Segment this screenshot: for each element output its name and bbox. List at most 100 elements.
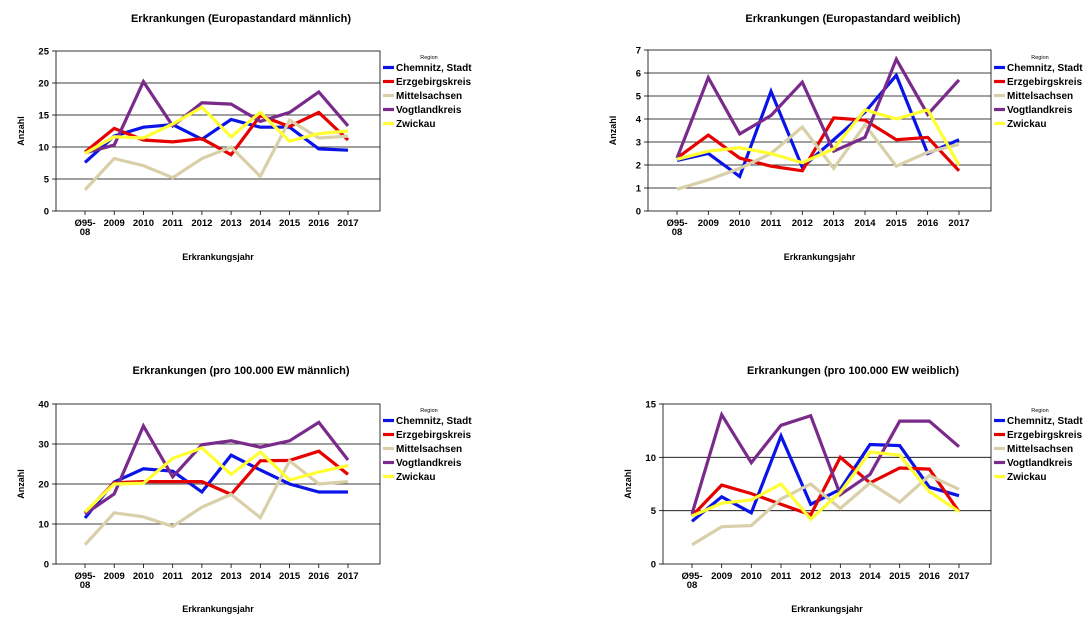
y-tick-label: 2 bbox=[636, 161, 641, 172]
x-axis-title: Erkrankungsjahr bbox=[182, 252, 254, 262]
y-tick-label: 40 bbox=[38, 400, 49, 411]
x-tick-label: 2009 bbox=[698, 218, 719, 229]
series-line-vogtlandkreis bbox=[690, 410, 961, 515]
x-tick-label: 2013 bbox=[830, 571, 851, 582]
series-line-mittelsachsen bbox=[691, 473, 960, 547]
series-line-vogtlandkreis bbox=[84, 78, 350, 155]
y-tick-label: 1 bbox=[636, 184, 642, 195]
legend-label: Mittelsachsen bbox=[1007, 91, 1073, 102]
x-tick-label: 2010 bbox=[133, 218, 154, 229]
y-tick-label: 0 bbox=[636, 207, 641, 218]
x-tick-label: 2017 bbox=[948, 571, 969, 582]
series-line-erzgebirgskreis bbox=[690, 454, 961, 518]
series-line-zwickau bbox=[676, 107, 961, 166]
x-tick-label: 2016 bbox=[308, 218, 329, 229]
plot-frame bbox=[55, 50, 381, 212]
legend-label: Zwickau bbox=[1007, 472, 1046, 483]
x-tick-label: 2009 bbox=[104, 218, 125, 229]
y-tick-label: 5 bbox=[44, 175, 50, 186]
series-line-zwickau bbox=[691, 450, 960, 522]
y-axis-title: Anzahl bbox=[16, 116, 26, 146]
y-tick-label: 20 bbox=[38, 79, 49, 90]
x-tick-label: 2016 bbox=[919, 571, 940, 582]
x-tick-label: 2009 bbox=[711, 571, 732, 582]
y-tick-label: 10 bbox=[38, 143, 49, 154]
y-tick-label: 4 bbox=[636, 115, 642, 126]
x-tick-label: 2011 bbox=[761, 218, 782, 229]
x-tick-label: 2011 bbox=[162, 218, 183, 229]
y-tick-label: 15 bbox=[38, 111, 49, 122]
legend-label: Erzgebirgskreis bbox=[1007, 430, 1082, 441]
series-line-erzgebirgskreis bbox=[83, 110, 350, 157]
plot-frame bbox=[647, 49, 992, 212]
legend-label: Chemnitz, Stadt bbox=[396, 416, 472, 427]
legend-label: Vogtlandkreis bbox=[396, 458, 462, 469]
legend-label: Mittelsachsen bbox=[1007, 444, 1073, 455]
series-line-zwickau bbox=[83, 446, 349, 514]
legend: Region Chemnitz, Stadt Erzgebirgskreis Mitt… bbox=[994, 408, 1083, 483]
y-tick-label: 7 bbox=[636, 46, 641, 57]
x-tick-label: 2012 bbox=[191, 571, 212, 582]
x-tick-label: 2009 bbox=[104, 571, 125, 582]
x-tick-label: 2010 bbox=[741, 571, 762, 582]
series-line-mittelsachsen bbox=[83, 458, 349, 546]
chart-title: Erkrankungen (Europastandard weiblich) bbox=[745, 13, 960, 25]
legend-label: Chemnitz, Stadt bbox=[1007, 416, 1083, 427]
x-tick-label: 2013 bbox=[221, 218, 242, 229]
x-tick-label: 2012 bbox=[800, 571, 821, 582]
legend: Region Chemnitz, Stadt Erzgebirgskreis Mitt… bbox=[383, 408, 472, 483]
legend-label: Zwickau bbox=[396, 119, 435, 130]
y-axis-title: Anzahl bbox=[608, 116, 618, 146]
x-tick-label: 2016 bbox=[917, 218, 938, 229]
legend-label: Erzgebirgskreis bbox=[396, 77, 471, 88]
x-tick-label: Ø95-08 bbox=[666, 218, 687, 238]
x-tick-label: 2014 bbox=[859, 571, 881, 582]
chart-panel-2: Erkrankungen (Europastandard weiblich) 0 1… bbox=[608, 13, 1083, 262]
series-line-mittelsachsen bbox=[83, 117, 349, 191]
x-tick-label: 2011 bbox=[162, 571, 183, 582]
x-tick-label: 2013 bbox=[823, 218, 844, 229]
series-line-chemnitz-stadt bbox=[676, 72, 960, 180]
x-tick-label: 2014 bbox=[250, 571, 272, 582]
legend-label: Erzgebirgskreis bbox=[1007, 77, 1082, 88]
legend: Region Chemnitz, Stadt Erzgebirgskreis Mitt… bbox=[383, 55, 472, 130]
x-tick-label: 2016 bbox=[308, 571, 329, 582]
y-tick-label: 25 bbox=[38, 47, 49, 58]
x-axis-title: Erkrankungsjahr bbox=[784, 252, 856, 262]
x-tick-label: Ø95-08 bbox=[681, 571, 702, 591]
legend-label: Zwickau bbox=[1007, 119, 1046, 130]
y-tick-label: 10 bbox=[38, 520, 49, 531]
x-tick-label: 2010 bbox=[133, 571, 154, 582]
series-line-chemnitz-stadt bbox=[83, 453, 348, 520]
x-tick-label: 2012 bbox=[792, 218, 813, 229]
chart-panel-1: Erkrankungen (Europastandard männlich) 0 5… bbox=[16, 13, 472, 262]
y-tick-label: 5 bbox=[636, 92, 642, 103]
y-tick-label: 5 bbox=[651, 506, 657, 517]
series-line-mittelsachsen bbox=[676, 122, 960, 191]
y-tick-label: 10 bbox=[645, 453, 656, 464]
x-tick-label: Ø95-08 bbox=[74, 218, 95, 238]
series-line-vogtlandkreis bbox=[84, 420, 350, 516]
series-line-zwickau bbox=[84, 105, 349, 155]
x-tick-label: 2015 bbox=[886, 218, 908, 229]
x-tick-label: 2010 bbox=[729, 218, 750, 229]
legend-label: Chemnitz, Stadt bbox=[1007, 63, 1083, 74]
y-axis-title: Anzahl bbox=[623, 469, 633, 499]
y-tick-label: 0 bbox=[44, 560, 49, 571]
legend-label: Vogtlandkreis bbox=[1007, 458, 1073, 469]
chart-title: Erkrankungen (pro 100.000 EW weiblich) bbox=[747, 365, 959, 377]
x-tick-label: 2012 bbox=[191, 218, 212, 229]
y-tick-label: 0 bbox=[651, 560, 656, 571]
legend-label: Chemnitz, Stadt bbox=[396, 63, 472, 74]
legend-label: Vogtlandkreis bbox=[1007, 105, 1073, 116]
plot-frame bbox=[662, 403, 992, 565]
y-tick-label: 30 bbox=[38, 440, 49, 451]
legend-label: Vogtlandkreis bbox=[396, 105, 462, 116]
y-tick-label: 15 bbox=[645, 400, 656, 411]
x-tick-label: 2014 bbox=[854, 218, 876, 229]
legend-label: Mittelsachsen bbox=[396, 444, 462, 455]
x-tick-label: 2011 bbox=[771, 571, 792, 582]
legend-title: Region bbox=[1031, 408, 1048, 414]
x-axis-title: Erkrankungsjahr bbox=[791, 604, 863, 614]
